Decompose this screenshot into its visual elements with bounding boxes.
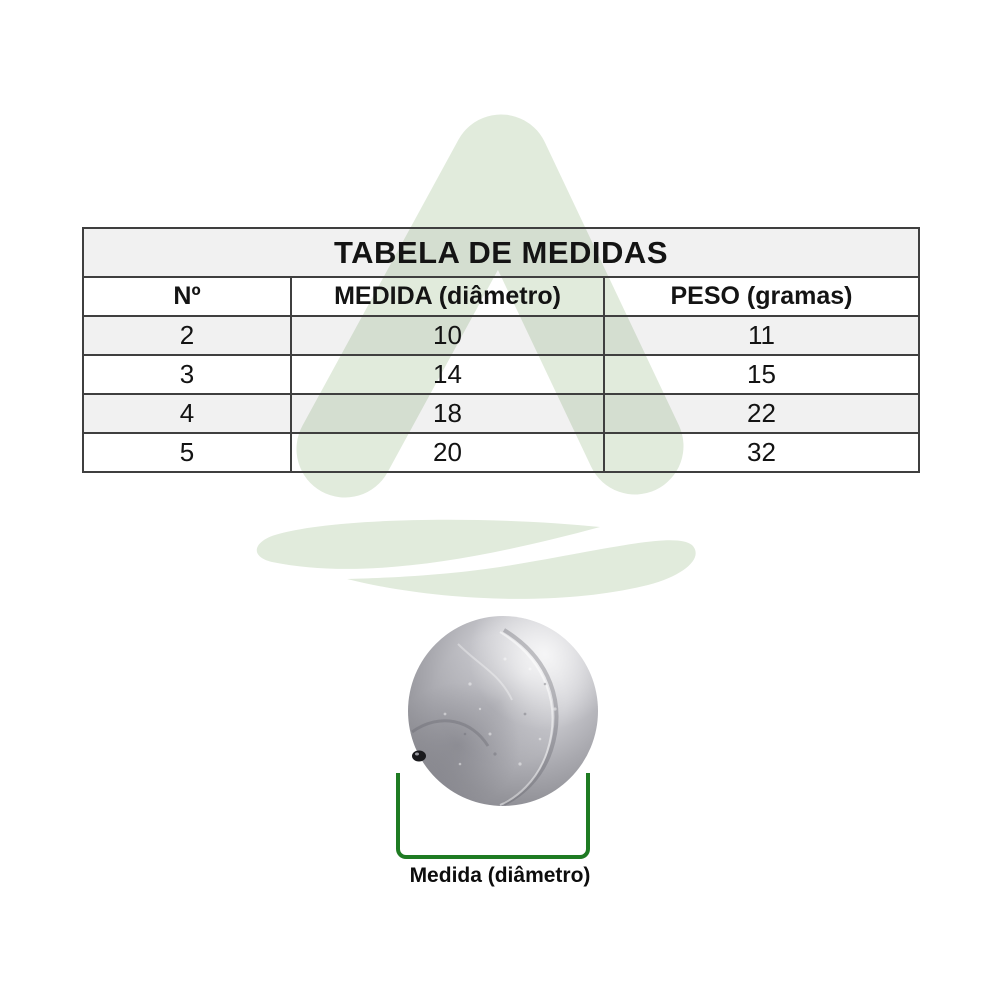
sinker-hole <box>412 750 426 762</box>
col-header-medida: MEDIDA (diâmetro) <box>290 276 605 317</box>
size-table: TABELA DE MEDIDAS Nº MEDIDA (diâmetro) P… <box>82 227 920 473</box>
watermark-swoosh-lower-icon <box>347 540 696 599</box>
cell-numero: 3 <box>82 354 292 395</box>
table-title-row: TABELA DE MEDIDAS <box>82 227 920 278</box>
table-title: TABELA DE MEDIDAS <box>82 227 920 278</box>
cell-peso: 22 <box>603 393 920 434</box>
table-row: 3 14 15 <box>82 354 920 395</box>
cell-numero: 5 <box>82 432 292 473</box>
cell-medida: 14 <box>290 354 605 395</box>
table-header-row: Nº MEDIDA (diâmetro) PESO (gramas) <box>82 276 920 317</box>
cell-numero: 4 <box>82 393 292 434</box>
cell-medida: 20 <box>290 432 605 473</box>
cell-numero: 2 <box>82 315 292 356</box>
cell-peso: 11 <box>603 315 920 356</box>
lead-sinker-image <box>408 616 598 806</box>
cell-peso: 32 <box>603 432 920 473</box>
figure-caption: Medida (diâmetro) <box>409 864 591 887</box>
cell-medida: 10 <box>290 315 605 356</box>
table-row: 4 18 22 <box>82 393 920 434</box>
watermark-swoosh-upper-icon <box>256 519 600 569</box>
cell-peso: 15 <box>603 354 920 395</box>
table-row: 5 20 32 <box>82 432 920 473</box>
diameter-bracket-icon <box>396 773 590 859</box>
col-header-numero: Nº <box>82 276 292 317</box>
col-header-peso: PESO (gramas) <box>603 276 920 317</box>
cell-medida: 18 <box>290 393 605 434</box>
table-row: 2 10 11 <box>82 315 920 356</box>
